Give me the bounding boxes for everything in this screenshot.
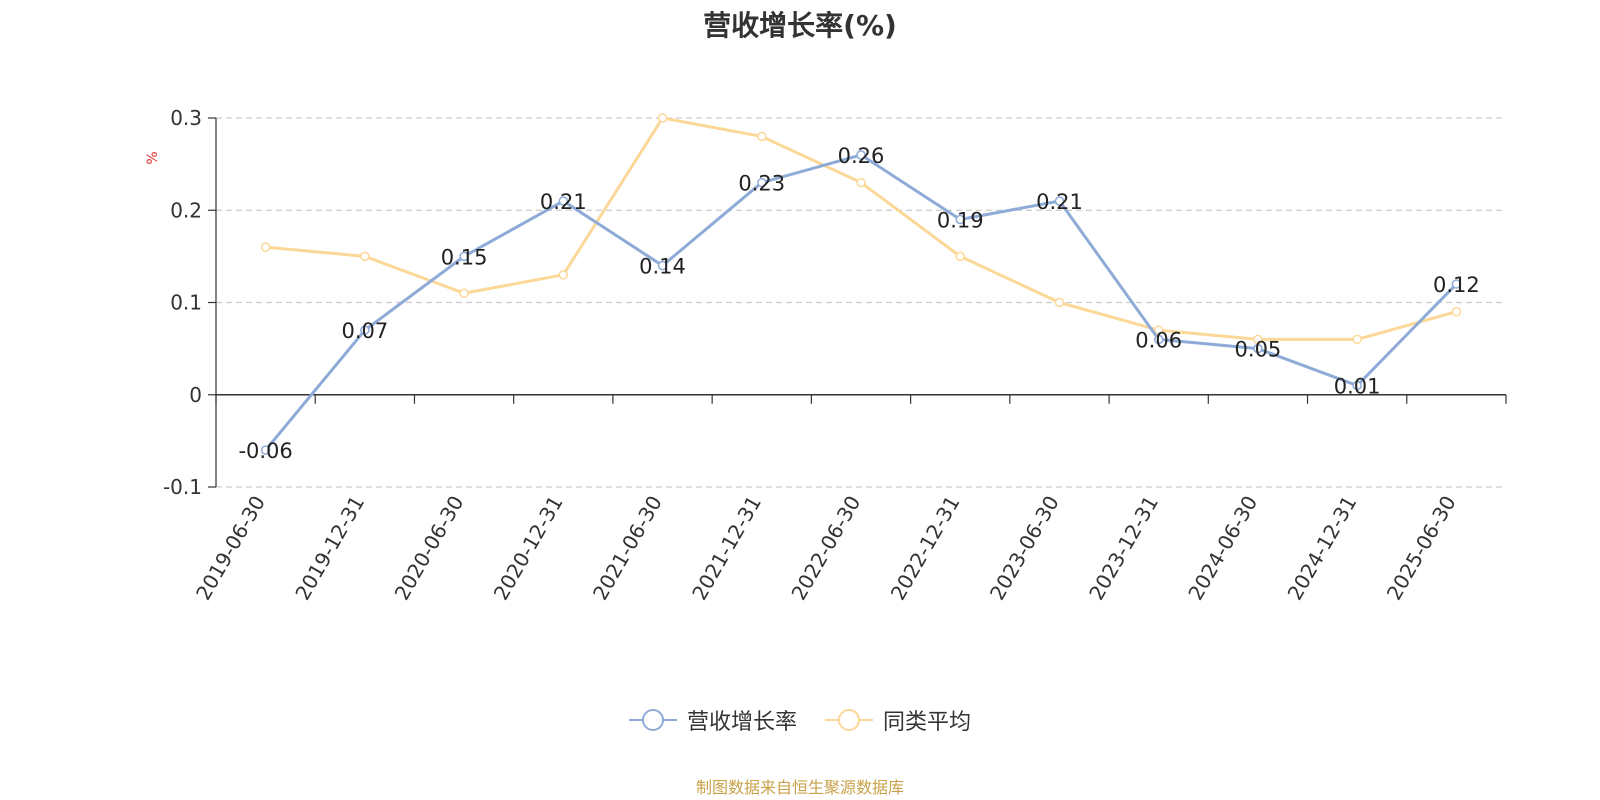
x-tick-label: 2019-12-31	[290, 492, 369, 605]
data-label-revenue-growth: 0.19	[937, 208, 984, 232]
chart-title: 营收增长率(%)	[703, 9, 897, 42]
legend: 营收增长率 同类平均	[0, 704, 1600, 736]
point-peer-average	[757, 131, 767, 142]
legend-item-revenue-growth[interactable]: 营收增长率	[628, 704, 797, 736]
point-revenue-growth	[955, 214, 965, 225]
data-label-revenue-growth: 0.14	[639, 255, 686, 279]
data-label-revenue-growth: 0.12	[1433, 273, 1480, 297]
data-labels: -0.06 0.07 0.15 0.21 0.14 0.23 0.26 0.19 0.21 0.0…	[238, 144, 1479, 463]
data-label-revenue-growth: 0.21	[1036, 190, 1083, 214]
data-label-revenue-growth: 0.01	[1334, 375, 1381, 399]
x-tick-label: 2024-06-30	[1183, 492, 1262, 605]
point-revenue-growth	[459, 251, 469, 262]
point-revenue-growth	[856, 150, 866, 160]
point-revenue-growth	[260, 445, 271, 455]
x-tick-label: 2020-06-30	[390, 491, 469, 604]
x-tick-label: 2023-12-31	[1084, 492, 1163, 605]
y-tick-label: 0.1	[170, 291, 202, 315]
series	[260, 113, 1462, 455]
y-tick-label: 0	[189, 383, 202, 407]
x-tick-label: 2020-12-31	[489, 492, 568, 605]
point-revenue-growth	[1054, 196, 1065, 206]
y-tick-label: 0.3	[170, 106, 202, 130]
point-revenue-growth	[757, 177, 767, 188]
point-revenue-growth	[558, 196, 569, 206]
axes: -0.1 0 0.1 0.2 0.3 2019-06-30 2019-12-31 2020-0…	[163, 106, 1507, 605]
point-peer-average	[856, 177, 866, 188]
data-label-revenue-growth: 0.05	[1235, 338, 1282, 362]
point-peer-average	[260, 242, 271, 252]
data-label-revenue-growth: 0.23	[738, 172, 785, 196]
legend-label-revenue-growth: 营收增长率	[686, 710, 797, 735]
point-peer-average	[1253, 334, 1263, 345]
data-label-revenue-growth: 0.15	[441, 245, 488, 269]
grid-lines	[216, 117, 1506, 488]
point-revenue-growth	[1352, 380, 1362, 391]
point-peer-average	[459, 288, 469, 299]
x-tick-label: 2024-12-31	[1283, 492, 1362, 605]
point-peer-average	[558, 270, 569, 280]
y-axis-label: %	[145, 151, 161, 164]
x-tick-label: 2023-06-30	[985, 492, 1064, 605]
legend-item-peer-average[interactable]: 同类平均	[825, 704, 971, 736]
point-revenue-growth	[1451, 279, 1462, 289]
point-peer-average	[657, 113, 668, 123]
point-peer-average	[1153, 325, 1164, 335]
data-label-revenue-growth: 0.26	[838, 144, 885, 168]
point-revenue-growth	[1253, 343, 1263, 354]
x-tick-label: 2019-06-30	[191, 492, 270, 605]
legend-label-peer-average: 同类平均	[883, 710, 972, 735]
y-tick-label: -0.1	[163, 475, 202, 499]
x-tick-label: 2022-06-30	[786, 492, 865, 605]
point-revenue-growth	[657, 260, 668, 271]
point-peer-average	[1352, 334, 1362, 345]
y-tick-label: 0.2	[170, 198, 202, 222]
legend-marker-revenue-growth	[628, 709, 677, 731]
data-label-revenue-growth: 0.21	[540, 190, 587, 214]
data-label-revenue-growth: -0.06	[238, 439, 292, 463]
x-tick-label: 2021-12-31	[687, 492, 766, 605]
point-peer-average	[1451, 306, 1462, 317]
point-revenue-growth	[1153, 334, 1164, 345]
data-source-note: 制图数据来自恒生聚源数据库	[695, 778, 904, 797]
legend-marker-peer-average	[825, 709, 873, 731]
x-tick-label: 2025-06-30	[1382, 492, 1461, 605]
x-tick-label: 2022-12-31	[886, 491, 965, 604]
point-revenue-growth	[360, 325, 370, 335]
data-label-revenue-growth: 0.06	[1135, 328, 1182, 352]
x-tick-label: 2021-06-30	[588, 492, 667, 605]
point-peer-average	[955, 251, 965, 262]
data-label-revenue-growth: 0.07	[341, 319, 388, 343]
point-peer-average	[360, 251, 370, 262]
point-peer-average	[1054, 297, 1065, 308]
